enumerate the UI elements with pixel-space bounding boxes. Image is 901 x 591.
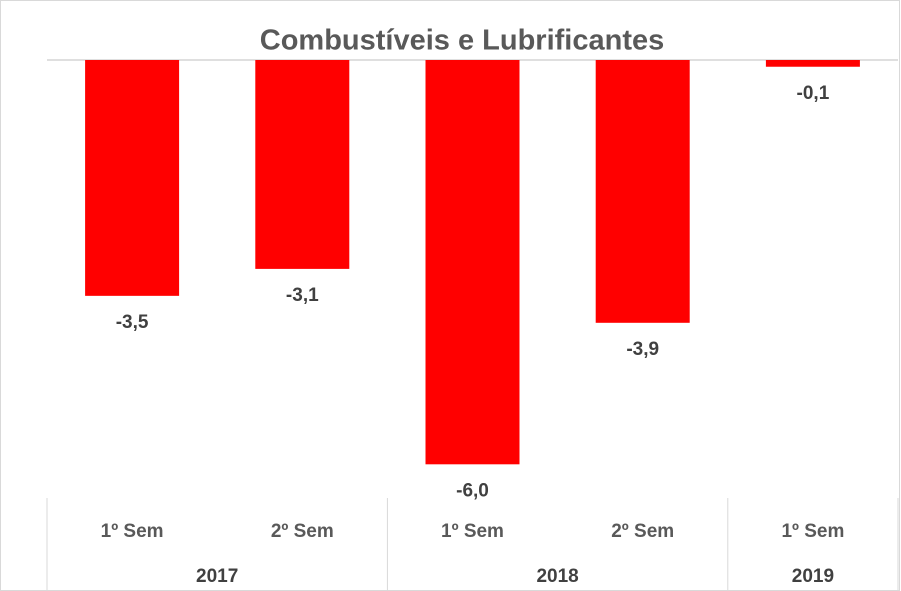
data-label: -3,1: [286, 285, 319, 306]
chart-title: Combustíveis e Lubrificantes: [260, 25, 665, 57]
data-label: -6,0: [456, 480, 489, 501]
data-label: -0,1: [797, 83, 830, 104]
x-tick-label: 2º Sem: [271, 521, 334, 542]
bar: [595, 60, 690, 323]
group-label: 2018: [536, 566, 578, 587]
x-tick-label: 1º Sem: [441, 521, 504, 542]
x-tick-label: 1º Sem: [101, 521, 164, 542]
group-label: 2019: [792, 566, 834, 587]
bar: [255, 60, 350, 269]
bar: [765, 60, 860, 67]
data-label: -3,5: [116, 312, 149, 333]
x-tick-label: 1º Sem: [781, 521, 844, 542]
data-label: -3,9: [626, 339, 659, 360]
bar: [425, 60, 520, 465]
group-label: 2017: [196, 566, 238, 587]
x-tick-label: 2º Sem: [611, 521, 674, 542]
bar: [85, 60, 180, 296]
